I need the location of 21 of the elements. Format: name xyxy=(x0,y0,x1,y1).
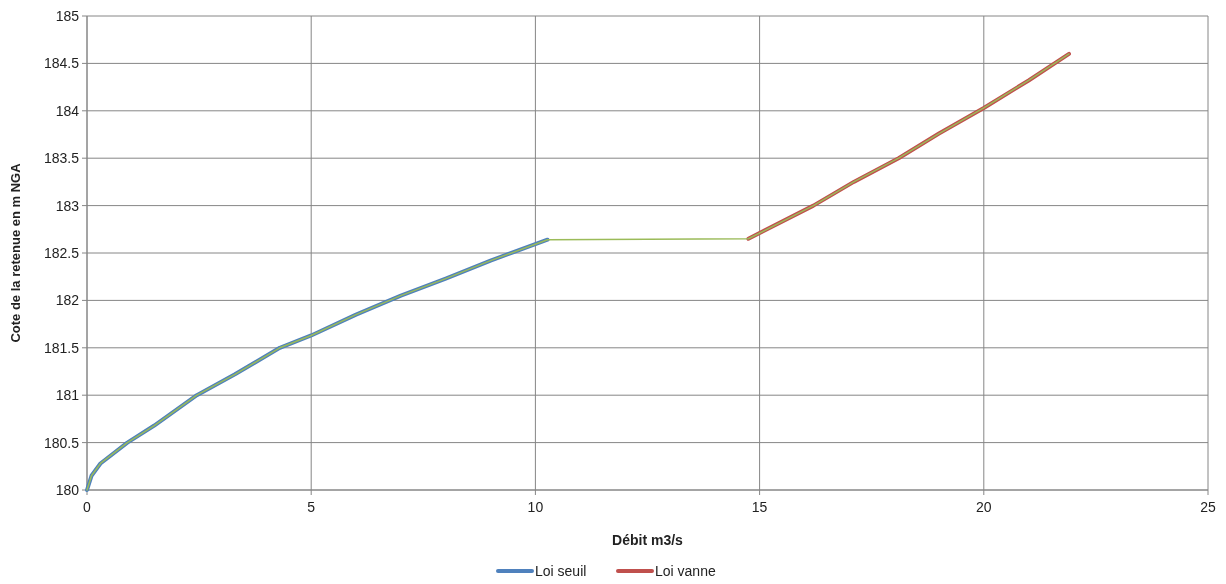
x-axis-title: Débit m3/s xyxy=(612,532,684,548)
y-axis-title: Cote de la retenue en m NGA xyxy=(8,162,23,343)
x-tick-label: 15 xyxy=(751,499,768,515)
y-tick-label: 183.5 xyxy=(43,150,80,167)
y-tick-label: 185 xyxy=(55,7,80,24)
y-tick-label: 183 xyxy=(55,197,80,214)
legend-label: Loi vanne xyxy=(655,563,716,579)
x-tick-label: 20 xyxy=(976,499,992,515)
x-tick-label: 0 xyxy=(83,499,92,515)
x-tick-label: 5 xyxy=(307,499,316,515)
y-tick-label: 182 xyxy=(55,292,80,309)
y-tick-label: 180 xyxy=(55,481,80,498)
x-tick-label: 10 xyxy=(527,499,544,515)
y-tick-label: 181.5 xyxy=(43,339,80,356)
y-tick-label: 184 xyxy=(55,102,80,119)
legend-label: Loi seuil xyxy=(535,563,587,579)
y-tick-label: 184.5 xyxy=(43,55,80,72)
y-tick-label: 181 xyxy=(55,387,80,404)
y-tick-label: 182.5 xyxy=(43,244,80,261)
y-tick-label: 180.5 xyxy=(43,434,80,451)
x-tick-label: 25 xyxy=(1200,499,1216,515)
